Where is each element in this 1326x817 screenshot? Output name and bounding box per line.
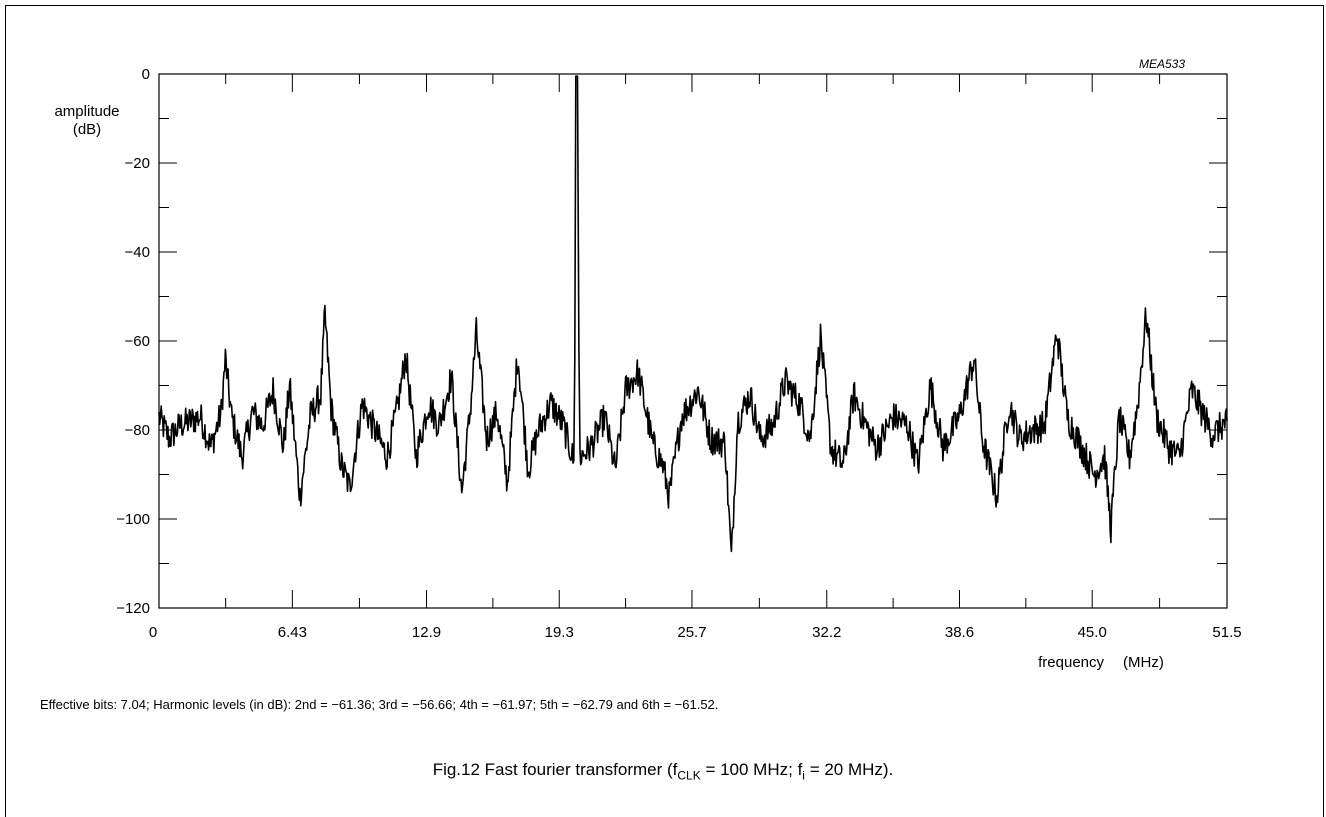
x-tick-label: 0 [149,624,157,641]
y-axis-title-line2: (dB) [73,121,101,138]
x-tick-label: 45.0 [1078,624,1107,641]
plot-frame [158,73,1228,609]
figure-code: MEA533 [1139,57,1185,71]
x-tick-label: 19.3 [545,624,574,641]
caption-sub-i: i [802,768,805,783]
x-axis-title: frequency [1038,654,1104,671]
x-tick-label: 25.7 [677,624,706,641]
figure-caption: Fig.12 Fast fourier transformer (fCLK = … [0,760,1326,782]
footnote: Effective bits: 7.04; Harmonic levels (i… [40,697,719,712]
caption-mid: = 100 MHz; f [700,760,803,779]
y-tick-label: −80 [125,422,150,439]
y-axis-title-line1: amplitude [54,103,119,120]
x-tick-label: 12.9 [412,624,441,641]
x-axis-ticks: 0 6.43 12.9 19.3 25.7 32.2 38.6 45.0 51.5 [149,74,1242,641]
plot-box [158,73,1228,609]
spectrum-trace [158,75,1228,553]
y-tick-label: 0 [142,66,150,83]
y-tick-label: −20 [125,155,150,172]
x-tick-label: 51.5 [1212,624,1241,641]
caption-prefix: Fig.12 Fast fourier transformer (f [432,760,678,779]
caption-suffix: = 20 MHz). [804,760,894,779]
figure-frame [5,5,1324,817]
y-tick-label: −120 [116,600,150,617]
y-tick-label: −60 [125,333,150,350]
x-axis-unit: (MHz) [1123,654,1164,671]
series-layer [158,75,1228,553]
x-tick-label: 6.43 [278,624,307,641]
caption-sub-clk: CLK [677,768,701,783]
y-tick-label: −100 [116,511,150,528]
y-tick-label: −40 [125,244,150,261]
x-tick-label: 38.6 [945,624,974,641]
x-tick-label: 32.2 [812,624,841,641]
